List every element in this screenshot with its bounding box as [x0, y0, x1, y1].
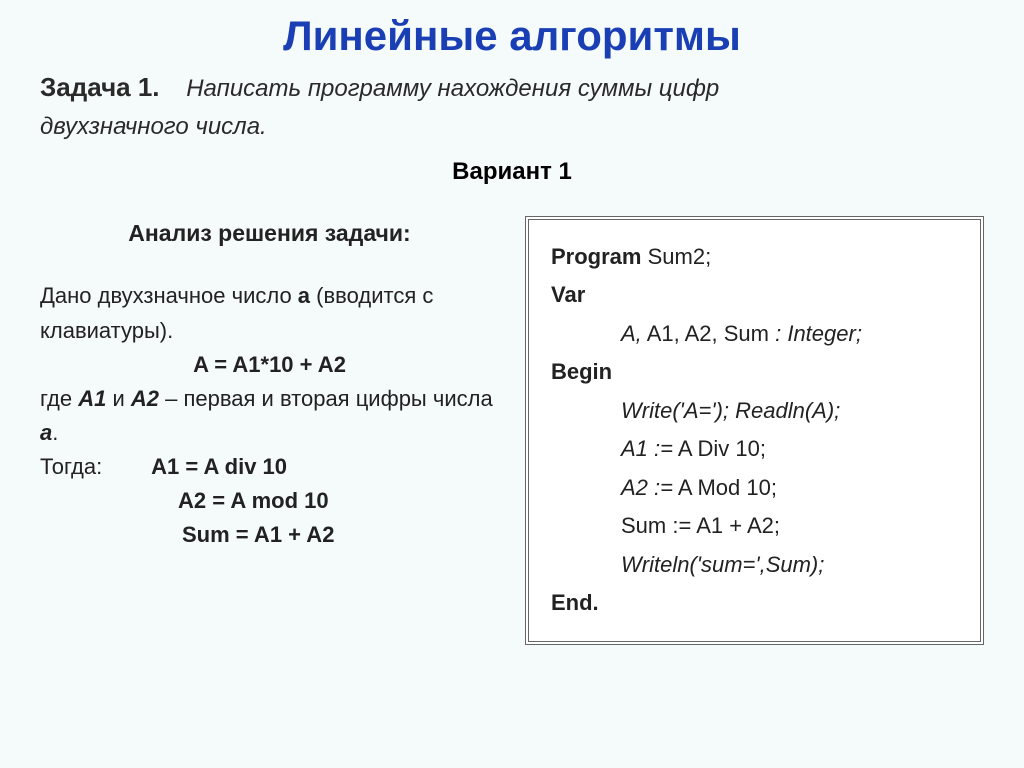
- code-l3: A, A1, A2, Sum : Integer;: [551, 315, 958, 354]
- code-l3a: A,: [621, 321, 642, 346]
- code-l7b: A Mod 10;: [673, 475, 777, 500]
- where-a2: А2: [131, 386, 159, 411]
- code-column: Program Sum2; Var A, A1, A2, Sum : Integ…: [525, 216, 984, 645]
- analysis-where: где А1 и А2 – первая и вторая цифры числ…: [40, 382, 499, 450]
- code-l6a: A1 :=: [621, 436, 673, 461]
- slide-title: Линейные алгоритмы: [40, 12, 984, 60]
- formula-1: A = A1*10 + A2: [40, 348, 499, 382]
- formula-2: A1 = A div 10: [151, 454, 287, 479]
- code-l1: Program Sum2;: [551, 238, 958, 277]
- code-l9: Writeln('sum=',Sum);: [551, 546, 958, 585]
- where-a: где: [40, 386, 78, 411]
- code-l6: A1 := A Div 10;: [551, 430, 958, 469]
- code-l2: Var: [551, 276, 958, 315]
- code-l4: Begin: [551, 353, 958, 392]
- where-and: и: [106, 386, 131, 411]
- intro-a: Дано двухзначное число: [40, 283, 298, 308]
- content-columns: Анализ решения задачи: Дано двухзначное …: [40, 216, 984, 645]
- where-dot: .: [52, 420, 58, 445]
- analysis-intro: Дано двухзначное число а (вводится с кла…: [40, 279, 499, 347]
- code-l5: Write('A='); Readln(A);: [551, 392, 958, 431]
- code-l6b: A Div 10;: [673, 436, 766, 461]
- code-l3b: A1, A2, Sum: [642, 321, 775, 346]
- intro-var-a: а: [298, 283, 310, 308]
- code-l7: A2 := A Mod 10;: [551, 469, 958, 508]
- then-label: Тогда:: [40, 454, 102, 479]
- formula-3: A2 = A mod 10: [40, 484, 499, 518]
- formula-4: Sum = A1 + A2: [40, 518, 499, 552]
- task-text-line1: Написать программу нахождения суммы цифр: [186, 75, 719, 102]
- code-l7a: A2 :=: [621, 475, 673, 500]
- task-block: Задача 1. Написать программу нахождения …: [40, 70, 984, 105]
- analysis-title: Анализ решения задачи:: [40, 216, 499, 252]
- kw-program: Program: [551, 244, 641, 269]
- code-l3c: : Integer;: [775, 321, 862, 346]
- variant-label: Вариант 1: [40, 158, 984, 186]
- where-b: – первая и вторая цифры числа: [159, 386, 493, 411]
- task-text-line2: двухзначного числа.: [40, 111, 984, 143]
- where-var: а: [40, 420, 52, 445]
- code-l1-rest: Sum2;: [641, 244, 711, 269]
- where-a1: А1: [78, 386, 106, 411]
- code-box: Program Sum2; Var A, A1, A2, Sum : Integ…: [525, 216, 984, 645]
- task-text-1: [166, 75, 186, 102]
- analysis-then-row: Тогда: A1 = A div 10: [40, 450, 499, 484]
- task-label: Задача 1.: [40, 72, 160, 102]
- code-l8: Sum := A1 + A2;: [551, 507, 958, 546]
- analysis-column: Анализ решения задачи: Дано двухзначное …: [40, 216, 499, 645]
- code-l10: End.: [551, 584, 958, 623]
